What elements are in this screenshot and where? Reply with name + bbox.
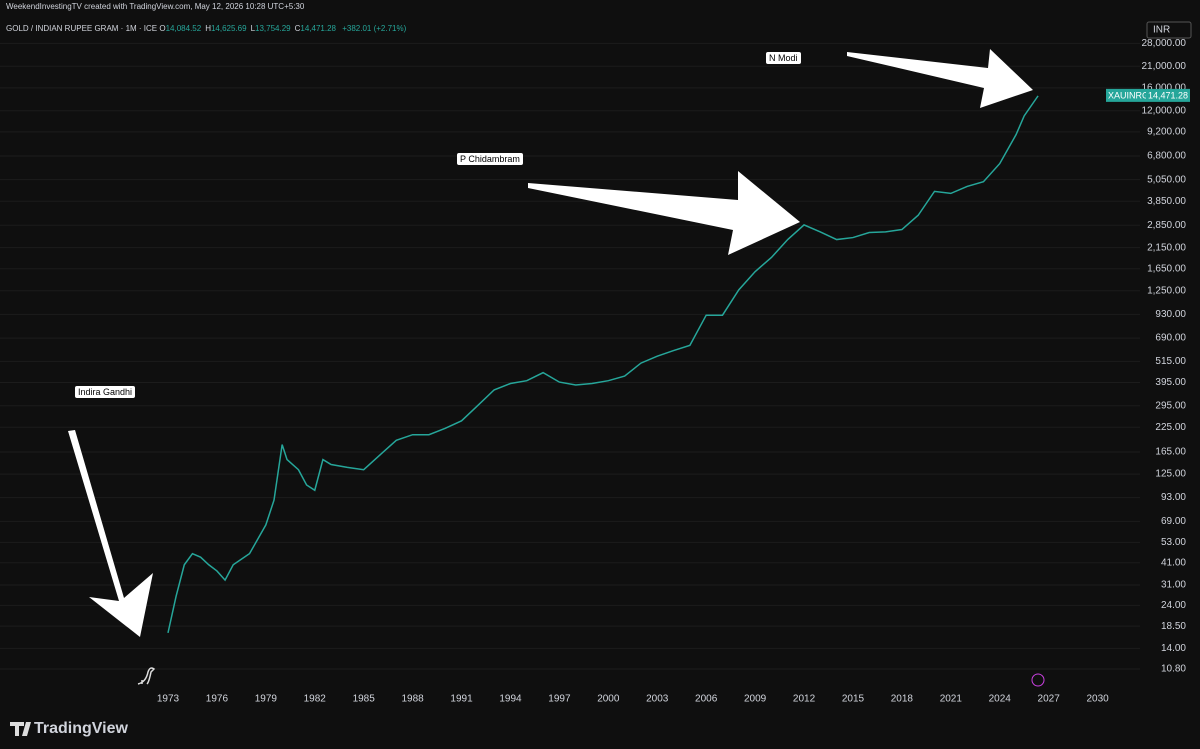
brand-logo [10, 722, 31, 736]
event-marker[interactable] [1031, 673, 1045, 687]
y-tick-label: 2,850.00 [1147, 220, 1186, 231]
ohlc-key: O [159, 24, 166, 33]
x-tick-label: 1988 [401, 694, 424, 705]
y-tick-label: 395.00 [1155, 377, 1186, 388]
x-tick-label: 2012 [793, 694, 816, 705]
y-tick-label: 225.00 [1155, 422, 1186, 433]
y-tick-label: 28,000.00 [1142, 38, 1187, 49]
ohlc: O14,084.52 H14,625.69 L13,754.29 C14,471.28 [159, 24, 340, 33]
credit: WeekendInvestingTV created with TradingV… [6, 2, 305, 11]
ohlc-key: L [250, 24, 256, 33]
plot [167, 95, 1039, 634]
ohlc-key: H [205, 24, 211, 33]
ohlc-value: 13,754.29 [255, 24, 291, 33]
arrow [68, 430, 153, 637]
currency-box[interactable] [1146, 21, 1192, 39]
y-tick-label: 690.00 [1155, 333, 1186, 344]
y-tick-label: 69.00 [1161, 516, 1186, 527]
x-tick-label: 1997 [548, 694, 571, 705]
y-tick-label: 1,650.00 [1147, 263, 1186, 274]
y-tick-label: 5,050.00 [1147, 174, 1186, 185]
x-tick-label: 2030 [1086, 694, 1109, 705]
y-tick-label: 10.80 [1161, 664, 1186, 675]
x-tick-label: 1982 [304, 694, 327, 705]
price-tag: 14,471.28 [1148, 90, 1188, 100]
y-tick-label: 9,200.00 [1147, 127, 1186, 138]
price-tag-bg [1146, 88, 1190, 102]
x-tick-label: 2003 [646, 694, 669, 705]
x-tick-label: 2018 [891, 694, 914, 705]
y-tick-label: 295.00 [1155, 400, 1186, 411]
y-tick-label: 16,000.00 [1142, 83, 1187, 94]
y-tick-label: 24.00 [1161, 600, 1186, 611]
x-tick-label: 2027 [1038, 694, 1061, 705]
x-tick-label: 2000 [597, 694, 620, 705]
y-tick-label: 12,000.00 [1142, 105, 1187, 116]
y-tick-label: 31.00 [1161, 580, 1186, 591]
y-tick-label: 165.00 [1155, 447, 1186, 458]
y-tick-label: 41.00 [1161, 557, 1186, 568]
grid [0, 42, 1140, 670]
x-tick-label: 1985 [353, 694, 376, 705]
annotation: P Chidambram [457, 153, 523, 165]
ohlc-value: 14,471.28 [300, 24, 336, 33]
symbol-line: GOLD / INDIAN RUPEE GRAM · 1M · ICE O14,… [6, 24, 406, 33]
x-tick-label: 1976 [206, 694, 229, 705]
x-tick-label: 1979 [255, 694, 278, 705]
y-tick-label: 6,800.00 [1147, 151, 1186, 162]
price-line [167, 95, 1039, 634]
ohlc-value: 14,625.69 [210, 24, 247, 33]
x-tick-label: 1991 [450, 694, 473, 705]
ohlc-value: 14,084.52 [165, 24, 202, 33]
y-tick-label: 515.00 [1155, 356, 1186, 367]
y-tick-label: 3,850.00 [1147, 196, 1186, 207]
price-tag-name-bg [1106, 88, 1146, 102]
brand: TradingView [34, 720, 129, 737]
currency[interactable]: INR [1153, 25, 1170, 36]
y-tick-label: 930.00 [1155, 309, 1186, 320]
x-tick-label: 2015 [842, 694, 865, 705]
x-tick-label: 2009 [744, 694, 767, 705]
y-tick-label: 125.00 [1155, 469, 1186, 480]
change: +382.01 (+2.71%) [342, 24, 407, 33]
annotation: N Modi [766, 52, 801, 64]
price-tag-name: XAUINRG [1108, 90, 1149, 100]
x-tick-label: 2024 [989, 694, 1012, 705]
y-tick-label: 2,150.00 [1147, 242, 1186, 253]
x-tick-label: 1973 [157, 694, 180, 705]
logo-mark [137, 667, 156, 685]
x-tick-label: 2021 [940, 694, 963, 705]
y-tick-label: 53.00 [1161, 537, 1186, 548]
ohlc-key: C [294, 24, 301, 33]
symbol: GOLD / INDIAN RUPEE GRAM · 1M · ICE [6, 24, 158, 33]
arrow [847, 49, 1033, 108]
y-tick-label: 14.00 [1161, 643, 1186, 654]
y-tick-label: 1,250.00 [1147, 285, 1186, 296]
y-tick-label: 93.00 [1161, 492, 1186, 503]
axes: 1973 1976 1979 1982 1985 1988 1991 1994 1997 2000… [157, 38, 1190, 705]
x-tick-label: 2006 [695, 694, 718, 705]
x-tick-label: 1994 [499, 694, 522, 705]
y-tick-label: 18.50 [1161, 621, 1186, 632]
annotation: Indira Gandhi [75, 386, 136, 398]
y-tick-label: 21,000.00 [1142, 61, 1187, 72]
arrow [528, 171, 800, 255]
